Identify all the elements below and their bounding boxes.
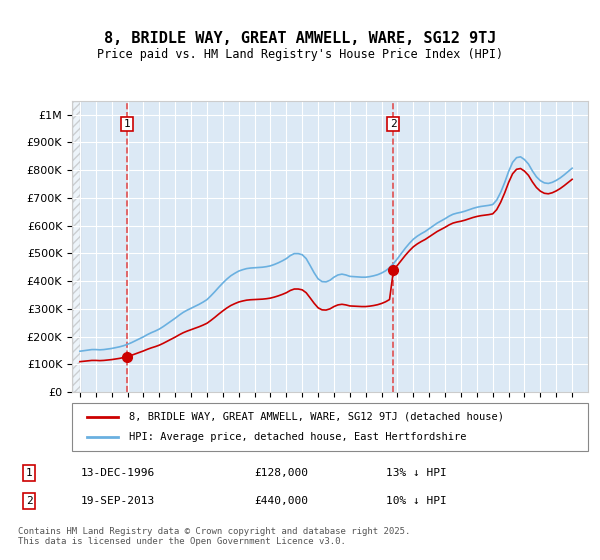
Text: 1: 1 xyxy=(124,119,130,129)
Text: 19-SEP-2013: 19-SEP-2013 xyxy=(81,496,155,506)
Text: 13% ↓ HPI: 13% ↓ HPI xyxy=(386,468,447,478)
Text: HPI: Average price, detached house, East Hertfordshire: HPI: Average price, detached house, East… xyxy=(129,432,466,442)
FancyBboxPatch shape xyxy=(72,403,588,451)
Text: 2: 2 xyxy=(26,496,32,506)
Text: 1: 1 xyxy=(26,468,32,478)
Text: 10% ↓ HPI: 10% ↓ HPI xyxy=(386,496,447,506)
Text: 8, BRIDLE WAY, GREAT AMWELL, WARE, SG12 9TJ: 8, BRIDLE WAY, GREAT AMWELL, WARE, SG12 … xyxy=(104,31,496,46)
Text: £128,000: £128,000 xyxy=(254,468,308,478)
Text: 8, BRIDLE WAY, GREAT AMWELL, WARE, SG12 9TJ (detached house): 8, BRIDLE WAY, GREAT AMWELL, WARE, SG12 … xyxy=(129,412,504,422)
Text: 13-DEC-1996: 13-DEC-1996 xyxy=(81,468,155,478)
Text: £440,000: £440,000 xyxy=(254,496,308,506)
Text: Contains HM Land Registry data © Crown copyright and database right 2025.
This d: Contains HM Land Registry data © Crown c… xyxy=(18,526,410,546)
Text: Price paid vs. HM Land Registry's House Price Index (HPI): Price paid vs. HM Land Registry's House … xyxy=(97,48,503,60)
Bar xyxy=(72,101,80,392)
Text: 2: 2 xyxy=(389,119,397,129)
